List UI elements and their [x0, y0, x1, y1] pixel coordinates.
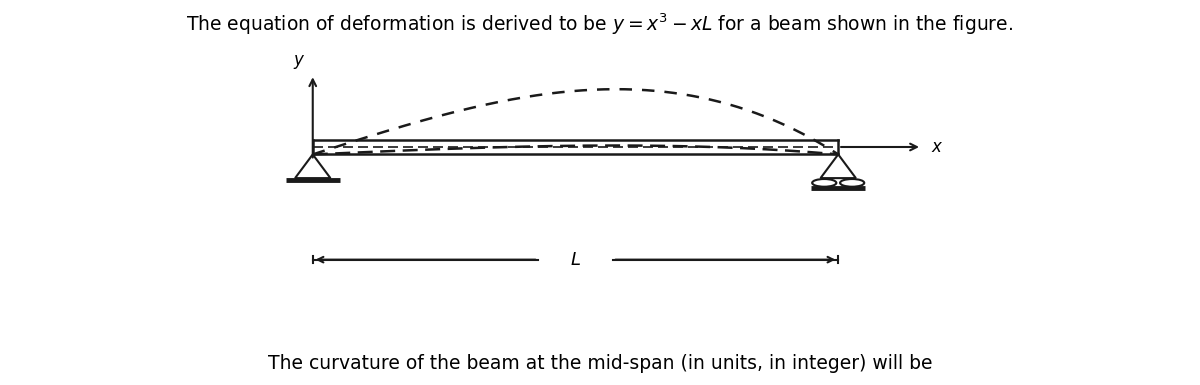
Text: $y$: $y$	[293, 54, 305, 71]
Text: The equation of deformation is derived to be $y = x^3 - xL$ for a beam shown in : The equation of deformation is derived t…	[186, 12, 1014, 37]
Text: The curvature of the beam at the mid-span (in units, in integer) will be: The curvature of the beam at the mid-spa…	[268, 355, 932, 373]
Text: $L$: $L$	[570, 251, 581, 269]
Text: $x$: $x$	[931, 138, 943, 156]
